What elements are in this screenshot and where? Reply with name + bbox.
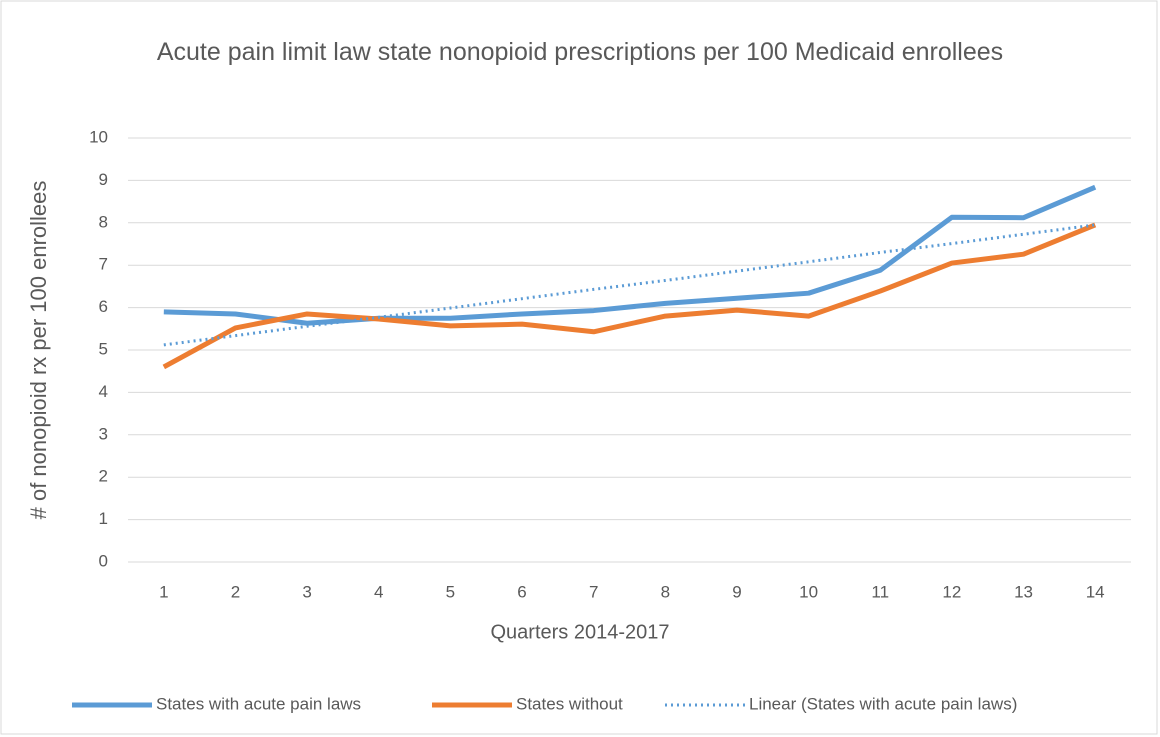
y-tick-label: 6 [99, 297, 108, 316]
y-tick-label: 10 [89, 127, 108, 146]
x-tick-label: 5 [446, 582, 455, 601]
x-tick-label: 6 [517, 582, 526, 601]
x-tick-label: 10 [799, 582, 818, 601]
legend-label: States without [516, 694, 623, 713]
x-tick-label: 1 [159, 582, 168, 601]
x-tick-label: 13 [1014, 582, 1033, 601]
series-line [162, 222, 1097, 370]
y-tick-label: 5 [99, 339, 108, 358]
y-tick-label: 3 [99, 424, 108, 443]
chart-title: Acute pain limit law state nonopioid pre… [156, 38, 1004, 66]
x-tick-label: 2 [231, 582, 240, 601]
y-tick-label: 2 [99, 467, 108, 486]
y-tick-label: 8 [99, 212, 108, 231]
x-tick-label: 12 [942, 582, 961, 601]
y-tick-label: 1 [99, 509, 108, 528]
x-tick-label: 4 [374, 582, 383, 601]
series-line [163, 223, 1096, 347]
x-tick-label: 3 [302, 582, 311, 601]
x-tick-label: 8 [661, 582, 670, 601]
legend-label: States with acute pain laws [156, 694, 361, 713]
x-tick-label: 7 [589, 582, 598, 601]
x-tick-label: 14 [1086, 582, 1105, 601]
y-tick-label: 9 [99, 170, 108, 189]
legend-label: Linear (States with acute pain laws) [749, 694, 1017, 713]
x-tick-label: 11 [871, 582, 889, 601]
series-line [163, 184, 1097, 326]
x-axis-title: Quarters 2014-2017 [490, 621, 669, 643]
y-tick-label: 0 [99, 551, 108, 570]
x-tick-label: 9 [732, 582, 741, 601]
y-tick-label: 4 [99, 382, 108, 401]
y-axis-title: # of nonopioid rx per 100 enrollees [26, 181, 51, 520]
y-tick-label: 7 [99, 255, 108, 274]
